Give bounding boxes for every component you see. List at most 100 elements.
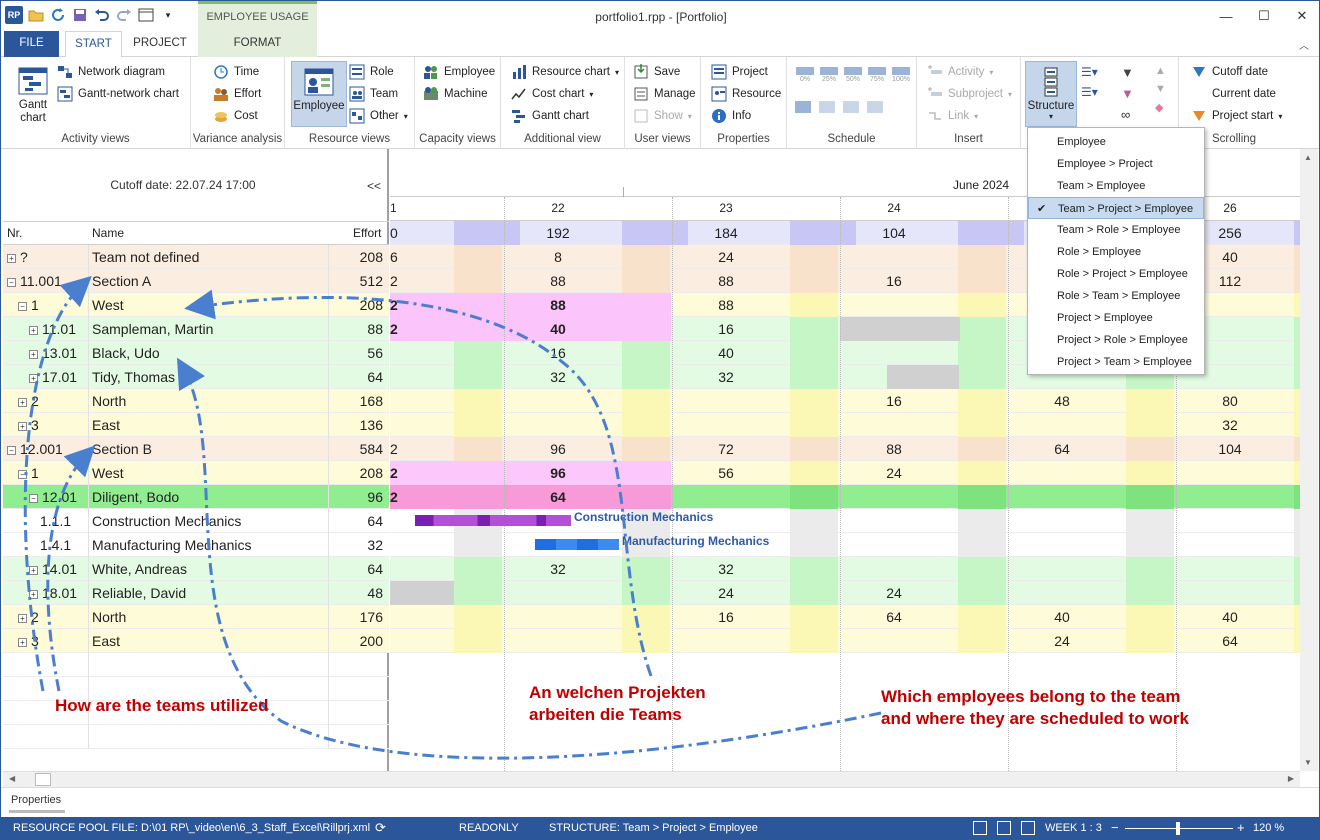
scroll-down-icon[interactable]: ▼ bbox=[1304, 758, 1312, 767]
schedule-split-icon[interactable] bbox=[843, 101, 859, 113]
resource-chart-button[interactable]: Resource chart ▾ bbox=[511, 64, 619, 80]
view-manage-button[interactable]: Manage bbox=[633, 86, 696, 102]
gantt-network-button[interactable]: Gantt-network chart bbox=[57, 86, 179, 102]
zoom-out-icon[interactable]: − bbox=[1111, 820, 1119, 835]
schedule-pct-button[interactable]: 0% bbox=[795, 67, 815, 83]
filter-clear-icon[interactable]: ▼ bbox=[1121, 86, 1134, 101]
table-row[interactable]: −12.01 Diligent, Bodo 96 bbox=[3, 485, 389, 509]
expand-icon[interactable]: + bbox=[29, 349, 38, 359]
scroll-right-icon[interactable]: ▶ bbox=[1287, 774, 1294, 783]
structure-menu-item[interactable]: Role > Employee bbox=[1028, 241, 1204, 263]
collapse-pane-button[interactable]: << bbox=[367, 179, 382, 193]
table-row[interactable]: +2 North 168 bbox=[3, 389, 389, 413]
app-icon[interactable]: RP bbox=[5, 6, 23, 24]
schedule-pct-button[interactable]: 75% bbox=[867, 67, 887, 83]
table-row[interactable]: +11.01 Sampleman, Martin 88 bbox=[3, 317, 389, 341]
table-row[interactable]: 1.4.1 Manufacturing Mechanics 32 bbox=[3, 533, 389, 557]
expand-icon[interactable]: + bbox=[18, 613, 27, 623]
expand-icon[interactable]: + bbox=[29, 589, 38, 599]
tab-start[interactable]: START bbox=[65, 31, 122, 58]
team-view-button[interactable]: Team bbox=[349, 86, 398, 102]
collapse-icon[interactable]: − bbox=[7, 445, 16, 455]
structure-menu-item[interactable]: Team > Role > Employee bbox=[1028, 219, 1204, 241]
move-down-icon[interactable]: ▼ bbox=[1155, 83, 1166, 95]
table-row[interactable]: +17.01 Tidy, Thomas 64 bbox=[3, 365, 389, 389]
gantt-bar-construction[interactable] bbox=[415, 515, 571, 526]
table-row[interactable]: −12.001 Section B 584 bbox=[3, 437, 389, 461]
schedule-link-icon[interactable] bbox=[795, 101, 811, 113]
properties-project-button[interactable]: Project bbox=[711, 64, 768, 80]
insert-activity-button[interactable]: Activity ▾ bbox=[927, 64, 993, 80]
tab-format[interactable]: FORMAT bbox=[198, 31, 317, 57]
structure-menu-item[interactable]: ✔ Team > Project > Employee bbox=[1028, 197, 1204, 219]
table-row[interactable]: 1.1.1 Construction Mechanics 64 bbox=[3, 509, 389, 533]
view-show-button[interactable]: Show ▾ bbox=[633, 108, 692, 124]
structure-menu-item[interactable]: Team > Employee bbox=[1028, 175, 1204, 197]
table-row[interactable]: +? Team not defined 208 bbox=[3, 245, 389, 269]
collapse-icon[interactable]: − bbox=[29, 493, 38, 503]
scroll-up-icon[interactable]: ▲ bbox=[1304, 153, 1312, 162]
table-row[interactable]: −1 West 208 bbox=[3, 461, 389, 485]
minimize-icon[interactable]: — bbox=[1219, 8, 1233, 24]
ribbon-collapse-icon[interactable]: ︿ bbox=[1299, 41, 1309, 52]
outline-outdent-icon[interactable]: ☰▾ bbox=[1081, 85, 1098, 99]
open-icon[interactable] bbox=[27, 6, 45, 24]
view-chart-icon[interactable] bbox=[1021, 821, 1035, 835]
gantt-bar-manufacturing[interactable] bbox=[535, 539, 619, 550]
schedule-update-icon[interactable] bbox=[867, 101, 883, 113]
capacity-machine-button[interactable]: Machine bbox=[423, 86, 487, 102]
network-diagram-button[interactable]: Network diagram bbox=[57, 64, 165, 80]
schedule-pct-button[interactable]: 100% bbox=[891, 67, 911, 83]
table-row[interactable]: −1 West 208 bbox=[3, 293, 389, 317]
expand-icon[interactable]: + bbox=[29, 565, 38, 575]
vertical-scrollbar[interactable]: ▲ ▼ bbox=[1300, 149, 1318, 771]
scroll-current-button[interactable]: Current date bbox=[1191, 86, 1276, 102]
view-save-button[interactable]: Save bbox=[633, 64, 680, 80]
structure-menu-item[interactable]: Role > Team > Employee bbox=[1028, 285, 1204, 307]
scroll-project-start-button[interactable]: Project start ▾ bbox=[1191, 108, 1282, 124]
role-view-button[interactable]: Role bbox=[349, 64, 394, 80]
collapse-icon[interactable]: − bbox=[18, 469, 27, 479]
filter-icon[interactable]: ▼ bbox=[1121, 65, 1134, 80]
view-split-icon[interactable] bbox=[997, 821, 1011, 835]
column-header-name[interactable]: Name bbox=[92, 226, 125, 240]
expand-icon[interactable]: + bbox=[18, 397, 27, 407]
other-view-button[interactable]: Other ▾ bbox=[349, 108, 408, 124]
undo-icon[interactable] bbox=[93, 6, 111, 24]
close-icon[interactable]: ✕ bbox=[1296, 8, 1308, 23]
collapse-icon[interactable]: − bbox=[7, 277, 16, 287]
variance-effort-button[interactable]: Effort bbox=[213, 86, 261, 102]
move-up-icon[interactable]: ▲ bbox=[1155, 65, 1166, 77]
schedule-pct-button[interactable]: 25% bbox=[819, 67, 839, 83]
scroll-cutoff-button[interactable]: Cutoff date bbox=[1191, 64, 1268, 80]
gantt-chart-small-button[interactable]: Gantt chart bbox=[511, 108, 589, 124]
save-icon[interactable] bbox=[71, 6, 89, 24]
eraser-icon[interactable]: ◆ bbox=[1155, 102, 1164, 114]
properties-resource-button[interactable]: Resource bbox=[711, 86, 781, 102]
table-row[interactable]: +18.01 Reliable, David 48 bbox=[3, 581, 389, 605]
structure-button[interactable]: Structure ▾ bbox=[1025, 61, 1077, 127]
qat-dropdown-icon[interactable]: ▾ bbox=[165, 9, 171, 20]
variance-cost-button[interactable]: Cost bbox=[213, 108, 258, 124]
expand-icon[interactable]: + bbox=[29, 373, 38, 383]
column-header-nr[interactable]: Nr. bbox=[7, 226, 23, 240]
maximize-icon[interactable]: ☐ bbox=[1258, 8, 1270, 23]
properties-info-button[interactable]: Info bbox=[711, 108, 751, 124]
schedule-pct-button[interactable]: 50% bbox=[843, 67, 863, 83]
sync-icon[interactable]: ⟳ bbox=[375, 820, 386, 835]
view-normal-icon[interactable] bbox=[973, 821, 987, 835]
column-header-effort[interactable]: Effort bbox=[353, 226, 382, 240]
collapse-icon[interactable]: − bbox=[18, 301, 27, 311]
expand-icon[interactable]: + bbox=[29, 325, 38, 335]
horizontal-scrollbar[interactable]: ◀ ▶ bbox=[3, 771, 1300, 787]
insert-link-button[interactable]: Link ▾ bbox=[927, 108, 978, 124]
table-row[interactable]: +2 North 176 bbox=[3, 605, 389, 629]
variance-time-button[interactable]: Time bbox=[213, 64, 259, 80]
properties-tab[interactable]: Properties bbox=[11, 794, 62, 806]
cost-chart-button[interactable]: Cost chart ▾ bbox=[511, 86, 593, 102]
table-row[interactable]: +3 East 136 bbox=[3, 413, 389, 437]
employee-view-button[interactable]: Employee bbox=[291, 61, 347, 127]
capacity-employee-button[interactable]: Employee bbox=[423, 64, 495, 80]
window-icon[interactable] bbox=[137, 6, 155, 24]
zoom-slider-thumb[interactable] bbox=[1176, 822, 1180, 835]
